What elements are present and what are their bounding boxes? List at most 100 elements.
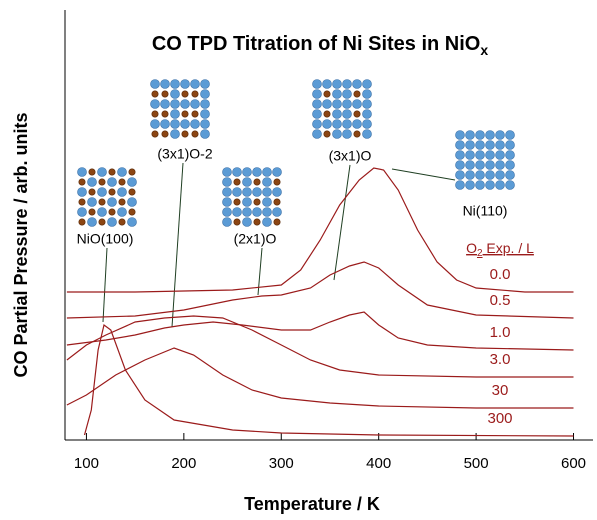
atom	[152, 111, 158, 117]
atom	[79, 179, 85, 185]
atom	[343, 120, 352, 129]
atom	[496, 151, 505, 160]
annotation: (3x1)O-2	[157, 146, 212, 162]
atom	[78, 168, 87, 177]
atom	[78, 188, 87, 197]
atom	[476, 131, 485, 140]
atom	[201, 80, 210, 89]
atom	[182, 91, 188, 97]
atom	[243, 188, 252, 197]
atom	[324, 91, 330, 97]
atom	[223, 198, 232, 207]
atom	[151, 100, 160, 109]
atom	[273, 188, 282, 197]
atom	[99, 199, 105, 205]
atom	[313, 80, 322, 89]
atom	[171, 90, 180, 99]
atom	[363, 120, 372, 129]
x-tick-label: 300	[269, 455, 294, 472]
atom	[171, 120, 180, 129]
atom	[323, 120, 332, 129]
atom	[192, 111, 198, 117]
annotation: (2x1)O	[234, 231, 277, 247]
atom	[98, 208, 107, 217]
atom	[456, 131, 465, 140]
atom	[353, 120, 362, 129]
atom	[253, 168, 262, 177]
atom	[333, 130, 342, 139]
atom	[263, 188, 272, 197]
atom	[313, 100, 322, 109]
atom	[354, 91, 360, 97]
atom	[192, 91, 198, 97]
surface-image	[78, 168, 137, 227]
x-tick-label: 500	[464, 455, 489, 472]
x-tick-label: 400	[366, 455, 391, 472]
atom	[254, 179, 260, 185]
surface-image	[456, 131, 515, 190]
atom	[79, 199, 85, 205]
atom	[353, 100, 362, 109]
atom	[476, 151, 485, 160]
atom	[118, 168, 127, 177]
atom	[191, 80, 200, 89]
atom	[466, 141, 475, 150]
atom	[78, 208, 87, 217]
atom	[201, 100, 210, 109]
atom	[496, 161, 505, 170]
atom	[151, 80, 160, 89]
atom	[343, 130, 352, 139]
atom	[253, 208, 262, 217]
atom	[324, 131, 330, 137]
atom	[263, 178, 272, 187]
atom	[108, 178, 117, 187]
atom	[182, 111, 188, 117]
atom	[223, 208, 232, 217]
atom	[354, 131, 360, 137]
atom	[333, 80, 342, 89]
atom	[466, 151, 475, 160]
atom	[323, 80, 332, 89]
atom	[466, 171, 475, 180]
atom	[201, 90, 210, 99]
atom	[363, 110, 372, 119]
atom	[254, 219, 260, 225]
atom	[128, 198, 137, 207]
annotation: Ni(110)	[463, 203, 508, 219]
atom	[313, 110, 322, 119]
atom	[466, 181, 475, 190]
atom	[171, 110, 180, 119]
atom	[263, 218, 272, 227]
atom	[456, 161, 465, 170]
atom	[98, 188, 107, 197]
atom	[476, 141, 485, 150]
atom	[343, 100, 352, 109]
atom	[233, 168, 242, 177]
legend-label: 3.0	[490, 351, 511, 368]
atom	[313, 120, 322, 129]
atom	[119, 219, 125, 225]
legend-label: 30	[492, 382, 509, 399]
y-axis-title: CO Partial Pressure / arb. units	[11, 112, 31, 377]
chart-title: CO TPD Titration of Ni Sites in NiOx	[152, 33, 489, 57]
atom	[274, 179, 280, 185]
atom	[118, 208, 127, 217]
atom	[129, 169, 135, 175]
atom	[476, 171, 485, 180]
x-tick-label: 100	[74, 455, 99, 472]
atom	[343, 80, 352, 89]
atom	[79, 219, 85, 225]
atom	[476, 181, 485, 190]
atom	[274, 199, 280, 205]
atom	[171, 100, 180, 109]
atom	[273, 208, 282, 217]
atom	[363, 130, 372, 139]
atom	[128, 218, 137, 227]
atom	[223, 218, 232, 227]
atom	[109, 189, 115, 195]
atom	[363, 80, 372, 89]
atom	[456, 171, 465, 180]
atom	[201, 120, 210, 129]
atom	[109, 209, 115, 215]
atom	[333, 120, 342, 129]
